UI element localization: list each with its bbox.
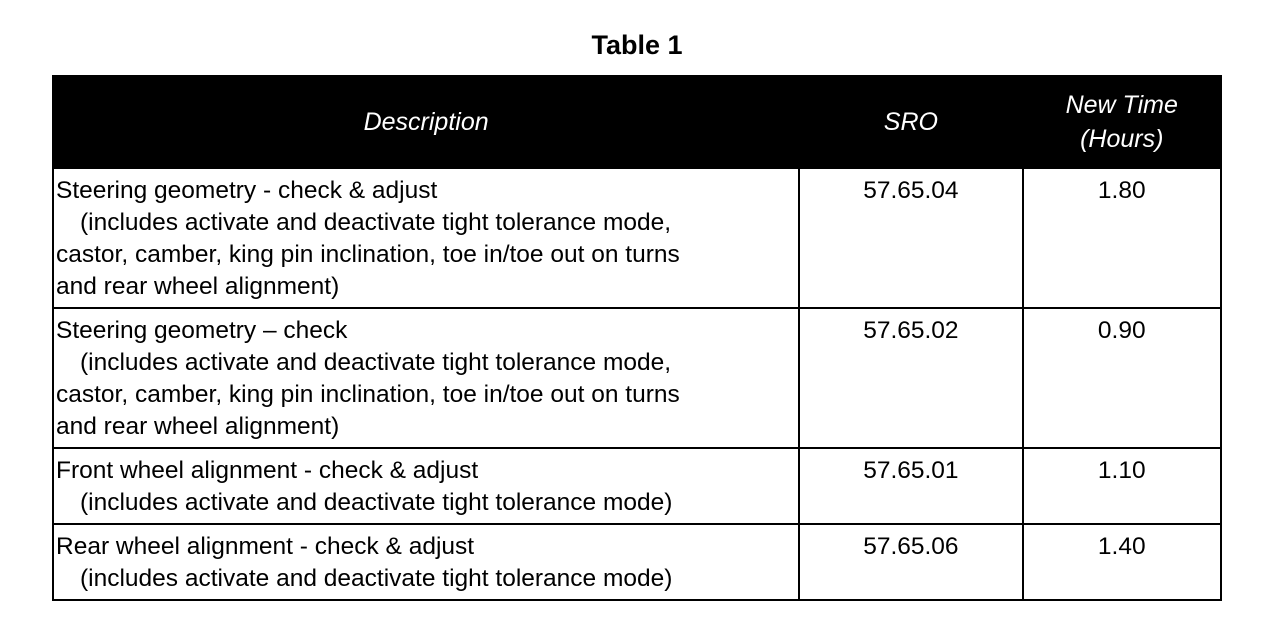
description-title: Rear wheel alignment - check & adjust <box>56 533 475 560</box>
header-description: Description <box>51 75 801 169</box>
table-row: Rear wheel alignment - check & adjust (in… <box>51 523 1222 601</box>
table-row: Front wheel alignment - check & adjust (i… <box>51 447 1222 525</box>
description-detail: and rear wheel alignment) <box>56 273 340 300</box>
header-new-time-unit: (Hours) <box>1080 125 1164 153</box>
data-table: Description SRO New Time (Hours) Steerin… <box>51 75 1222 601</box>
time-cell: 0.90 <box>1021 307 1222 449</box>
sro-cell: 57.65.01 <box>798 447 1024 525</box>
description-detail: (includes activate and deactivate tight … <box>80 209 672 236</box>
description-detail: (includes activate and deactivate tight … <box>80 489 673 516</box>
sro-cell: 57.65.04 <box>798 167 1024 309</box>
time-cell: 1.80 <box>1021 167 1222 309</box>
description-title: Steering geometry - check & adjust <box>56 177 438 204</box>
table-row: Steering geometry - check & adjust (inclu… <box>51 167 1222 309</box>
description-cell: Front wheel alignment - check & adjust (i… <box>51 447 801 525</box>
header-sro: SRO <box>798 75 1024 169</box>
description-cell: Steering geometry - check & adjust (inclu… <box>51 167 801 309</box>
description-cell: Steering geometry – check (includes activ… <box>51 307 801 449</box>
description-detail: (includes activate and deactivate tight … <box>80 565 673 592</box>
description-detail: and rear wheel alignment) <box>56 413 340 440</box>
time-cell: 1.10 <box>1021 447 1222 525</box>
description-detail: castor, camber, king pin inclination, to… <box>56 241 680 268</box>
description-detail: (includes activate and deactivate tight … <box>80 349 672 376</box>
description-title: Front wheel alignment - check & adjust <box>56 457 479 484</box>
header-new-time-line: New Time <box>1065 91 1178 119</box>
description-title: Steering geometry – check <box>56 317 348 344</box>
sro-cell: 57.65.02 <box>798 307 1024 449</box>
table-title: Table 1 <box>591 30 683 60</box>
description-cell: Rear wheel alignment - check & adjust (in… <box>51 523 801 601</box>
time-cell: 1.40 <box>1021 523 1222 601</box>
sro-cell: 57.65.06 <box>798 523 1024 601</box>
header-new-time: New Time (Hours) <box>1021 75 1222 169</box>
header-row: Description SRO New Time (Hours) <box>51 75 1222 169</box>
table-row: Steering geometry – check (includes activ… <box>51 307 1222 449</box>
description-detail: castor, camber, king pin inclination, to… <box>56 381 680 408</box>
